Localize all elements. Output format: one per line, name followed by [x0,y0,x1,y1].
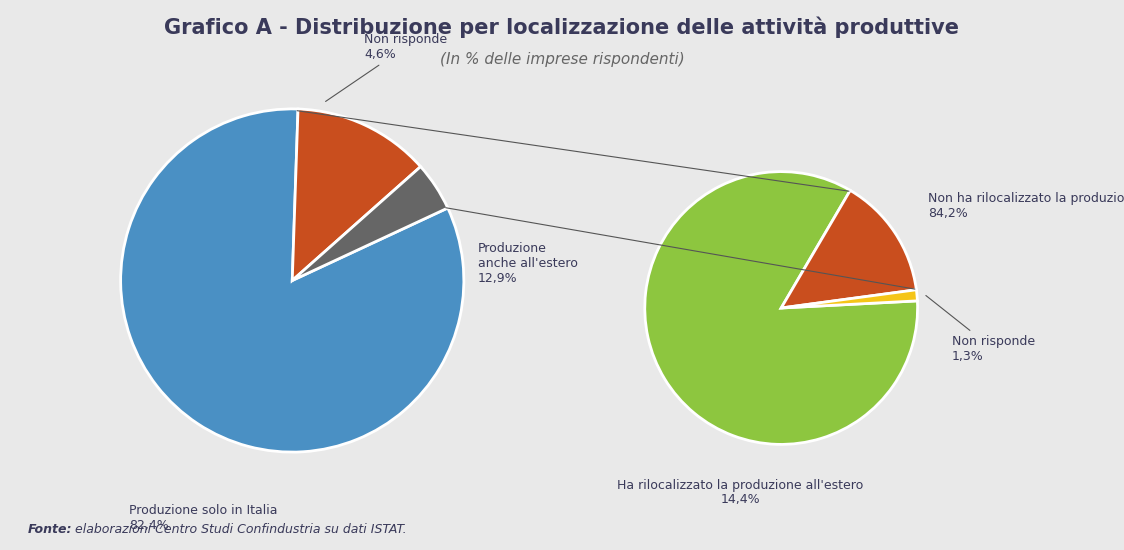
Wedge shape [781,190,916,308]
Text: (In % delle imprese rispondenti): (In % delle imprese rispondenti) [439,52,685,67]
Wedge shape [292,167,447,280]
Text: Grafico A - Distribuzione per localizzazione delle attività produttive: Grafico A - Distribuzione per localizzaz… [164,16,960,38]
Text: Non risponde
4,6%: Non risponde 4,6% [326,33,447,101]
Wedge shape [120,109,464,452]
Text: Non ha rilocalizzato la produzione estera
84,2%: Non ha rilocalizzato la produzione ester… [928,192,1124,220]
Text: Non risponde
1,3%: Non risponde 1,3% [926,295,1035,363]
Text: Produzione
anche all'estero
12,9%: Produzione anche all'estero 12,9% [478,242,578,285]
Text: Fonte:: Fonte: [28,523,73,536]
Text: elaborazioni Centro Studi Confindustria su dati ISTAT.: elaborazioni Centro Studi Confindustria … [71,523,407,536]
Wedge shape [292,109,420,280]
Text: Produzione solo in Italia
82,4%: Produzione solo in Italia 82,4% [129,504,278,532]
Wedge shape [645,172,917,444]
Wedge shape [781,290,917,308]
Text: Ha rilocalizzato la produzione all'estero
14,4%: Ha rilocalizzato la produzione all'ester… [617,478,863,507]
